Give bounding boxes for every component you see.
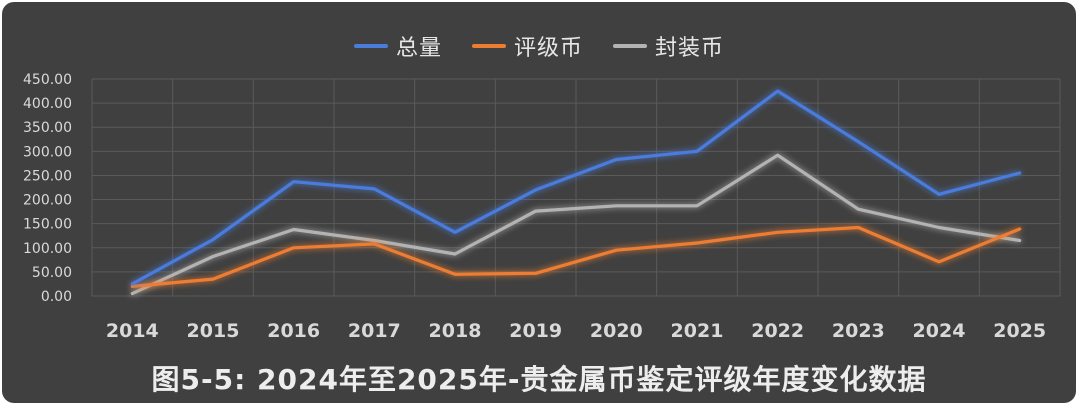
x-tick-label: 2025 [993,320,1046,342]
x-tick-label: 2022 [751,320,804,342]
legend-item-ping-ji-bi: 评级币 [471,30,583,62]
y-tick-label: 50.00 [32,265,72,281]
figure-caption: 图5-5: 2024年至2025年-贵金属币鉴定评级年度变化数据 [151,363,927,396]
legend-item-zong-liang: 总量 [353,30,442,62]
line-chart: 0.00 50.00 100.00 150.00 200.00 250.00 300.00 3… [23,72,1061,342]
series-line-zong-liang [130,89,1022,286]
y-tick-label: 200.00 [23,193,72,209]
y-tick-label: 450.00 [23,72,72,88]
x-tick-label: 2016 [267,320,320,342]
legend-swatch-ping-ji-bi [471,44,506,48]
legend-swatch-zong-liang [353,44,388,48]
chart-legend: 总量 评级币 封装币 [2,30,1076,62]
x-tick-label: 2019 [509,320,562,342]
legend-swatch-feng-zhuang-bi [613,44,647,48]
x-tick-label: 2018 [429,320,482,342]
x-tick-label: 2024 [913,320,966,342]
series-line-ping-ji-bi [130,225,1022,288]
legend-label-ping-ji-bi: 评级币 [513,36,583,61]
x-tick-label: 2017 [348,320,401,342]
chart-frame: 0.00 50.00 100.00 150.00 200.00 250.00 300.00 3… [2,2,1076,403]
x-tick-label: 2020 [590,320,643,342]
y-tick-label: 100.00 [23,241,72,257]
y-tick-label: 150.00 [23,217,72,233]
legend-item-feng-zhuang-bi: 封装币 [613,30,724,62]
y-tick-label: 250.00 [23,168,72,184]
legend-label-zong-liang: 总量 [395,36,442,61]
legend-label-feng-zhuang-bi: 封装币 [655,36,725,61]
x-tick-label: 2021 [671,320,724,342]
y-tick-label: 300.00 [23,144,72,160]
y-tick-label: 0.00 [41,289,72,305]
y-tick-label: 350.00 [23,120,72,136]
y-tick-label: 400.00 [23,96,72,112]
x-tick-label: 2015 [187,320,240,342]
series-line-feng-zhuang-bi [130,153,1022,296]
x-tick-label: 2023 [832,320,885,342]
x-tick-label: 2014 [106,320,159,342]
